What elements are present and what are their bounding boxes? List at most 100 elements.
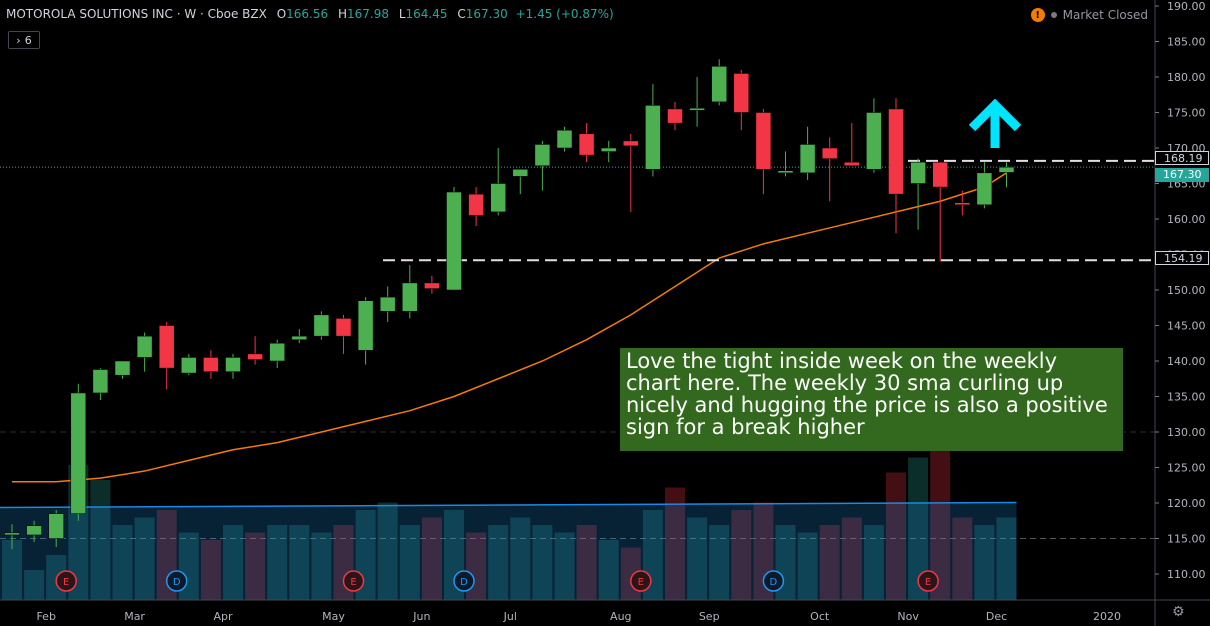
candle-body (866, 112, 882, 170)
earnings-marker-label: E (63, 577, 69, 588)
chevron-right-icon: › (16, 33, 21, 47)
candle-body (379, 296, 396, 312)
volume-bar (952, 517, 973, 600)
volume-bar (797, 532, 818, 600)
candle-layer (4, 59, 1015, 550)
earnings-marker (55, 570, 77, 592)
volume-bar (819, 525, 840, 600)
x-tick-label: Jun (412, 610, 430, 623)
candle-body (755, 112, 772, 170)
volume-bar (687, 517, 708, 600)
status-dot-icon (1050, 12, 1057, 18)
dividend-marker (165, 570, 188, 592)
candle-body (269, 343, 285, 362)
candle-body (799, 144, 816, 174)
market-status-text: Market Closed (1062, 8, 1148, 22)
volume-bar (289, 525, 310, 600)
dividend-marker (453, 570, 475, 592)
low-value: 164.45 (405, 7, 448, 21)
candle-body (158, 325, 175, 369)
close-value: 167.30 (465, 7, 508, 21)
high-label: H (337, 7, 347, 21)
y-tick-label: 140.00 (1167, 355, 1206, 368)
candle-body (844, 161, 860, 166)
candle-body (136, 335, 153, 358)
support-price-tag: 154.19 (1155, 251, 1209, 265)
volume-bar (996, 517, 1017, 600)
earnings-marker-label: E (925, 577, 931, 588)
symbol-name[interactable]: MOTOROLA SOLUTIONS INC · W · Cboe BZX (6, 7, 267, 21)
candle-body (402, 282, 418, 312)
earnings-marker (630, 570, 652, 592)
x-tick-label: Apr (213, 610, 233, 623)
candle-body (26, 525, 42, 536)
volume-bar (510, 517, 531, 600)
volume-bar (24, 570, 45, 600)
candle-body (247, 353, 263, 360)
volume-bar (908, 457, 929, 600)
candle-body (512, 169, 529, 177)
x-tick-label: Jul (503, 610, 517, 623)
volume-bar (709, 525, 730, 600)
candle-body (48, 513, 64, 539)
candle-body (689, 107, 705, 111)
candle-body (4, 532, 20, 536)
candle-body (313, 314, 330, 337)
volume-bar (554, 532, 575, 600)
volume-bar (731, 510, 752, 600)
y-tick-label: 135.00 (1167, 391, 1206, 404)
volume-bar (267, 525, 288, 600)
x-tick-label: Oct (810, 610, 830, 623)
volume-bar (930, 450, 951, 600)
x-tick-label: May (322, 610, 345, 623)
dividend-marker-label: D (173, 577, 181, 588)
alert-icon[interactable]: ! (1030, 8, 1045, 22)
candle-body (468, 193, 484, 216)
volume-bar (598, 540, 619, 600)
volume-bar (576, 525, 597, 600)
annotation-note[interactable]: Love the tight inside week on the weekly… (620, 348, 1123, 451)
y-tick-label: 175.00 (1167, 107, 1206, 120)
high-value: 167.98 (347, 7, 389, 21)
candle-body (446, 191, 462, 291)
candle-body (777, 170, 794, 174)
sma-30-line (12, 172, 1007, 483)
y-tick-label: 115.00 (1167, 533, 1206, 546)
volume-bar (90, 480, 111, 600)
dividend-marker-label: D (460, 577, 468, 588)
x-tick-label: Dec (986, 610, 1007, 623)
candle-body (291, 335, 308, 340)
indicator-toggle-button[interactable]: › 6 (8, 31, 40, 49)
x-tick-label: Mar (124, 610, 145, 623)
candle-body (490, 183, 506, 213)
volume-bar (377, 502, 398, 600)
settings-gear-icon[interactable]: ⚙ (1172, 604, 1185, 620)
indicator-count: 6 (24, 33, 32, 47)
dividend-marker-label: D (770, 577, 778, 588)
x-tick-label: Aug (610, 610, 631, 623)
volume-ma-area (0, 502, 1017, 600)
change-value: +1.45 (+0.87%) (515, 7, 614, 21)
last-price-tag: 167.30 (1155, 168, 1209, 182)
volume-bar (665, 487, 685, 600)
candle-body (556, 130, 573, 149)
earnings-marker-label: E (350, 577, 356, 588)
volume-bar (2, 540, 22, 600)
y-tick-label: 185.00 (1167, 36, 1206, 49)
y-tick-label: 190.00 (1167, 0, 1206, 13)
y-tick-label: 130.00 (1167, 426, 1206, 439)
candle-body (910, 161, 926, 184)
candle-body (645, 105, 661, 170)
candle-body (114, 360, 131, 376)
volume-bar (421, 517, 442, 600)
volume-layer (0, 450, 1017, 600)
candle-body (600, 147, 617, 152)
volume-bar (223, 525, 243, 600)
earnings-marker-label: E (638, 577, 644, 588)
sma-layer (12, 172, 1007, 483)
open-label: O (276, 7, 287, 21)
volume-bar (200, 540, 221, 600)
candle-body (203, 357, 219, 372)
